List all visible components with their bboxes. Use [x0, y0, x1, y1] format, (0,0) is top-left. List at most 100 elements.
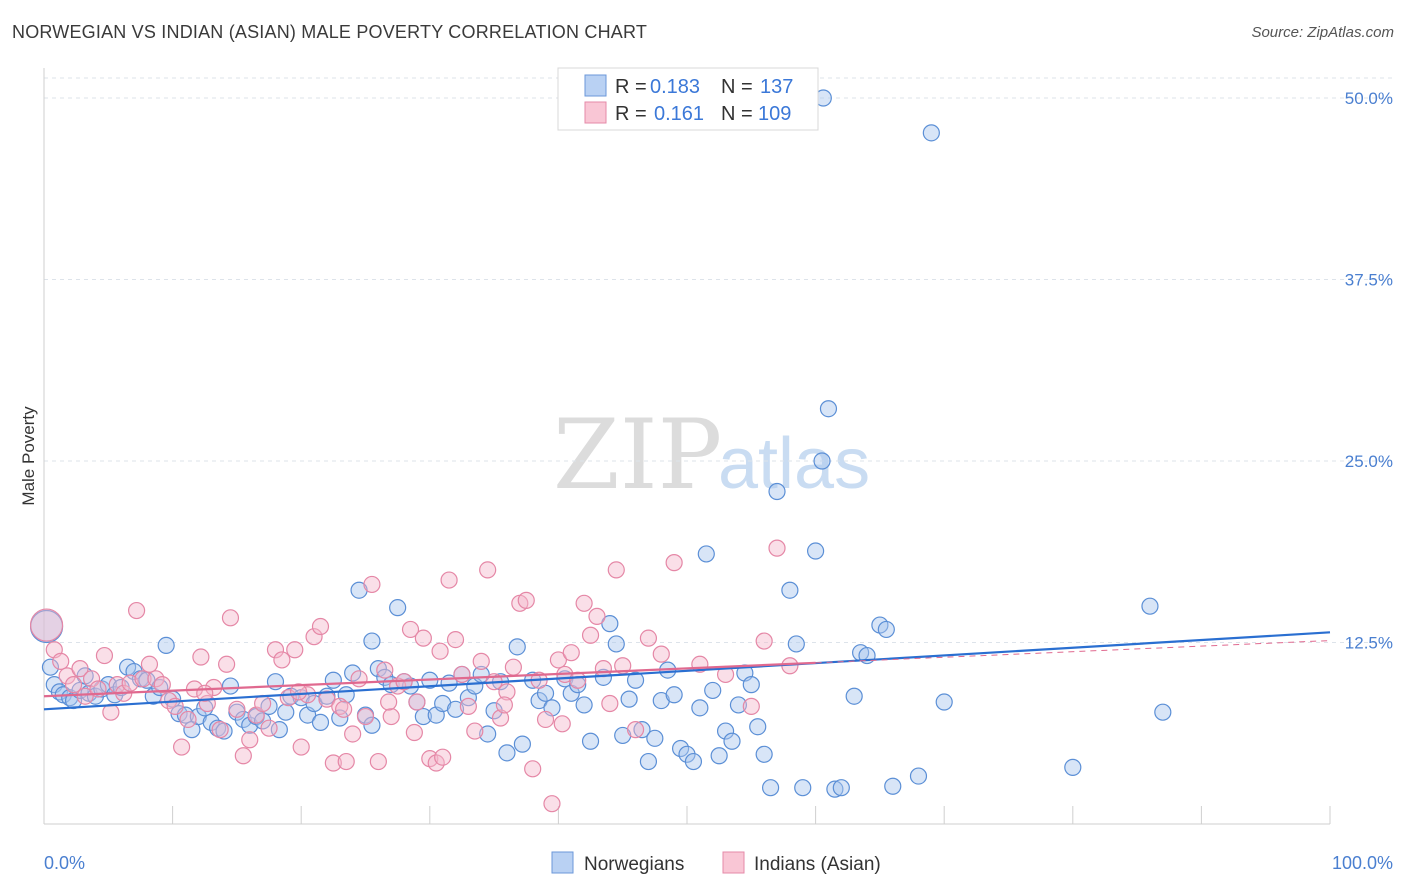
norwegians-point	[498, 744, 516, 762]
indians-asian-point	[755, 632, 773, 650]
indians-asian-point	[639, 629, 658, 647]
norwegians-point	[909, 767, 928, 785]
indians-asian-point	[742, 697, 760, 715]
indians-asian-point	[292, 738, 310, 756]
indians-asian-point	[768, 539, 786, 557]
indians-asian-point	[363, 575, 381, 594]
norwegians-point	[1154, 703, 1172, 721]
indians-asian-point	[414, 629, 432, 647]
indians-asian-point	[318, 690, 336, 708]
indians-asian-point	[179, 710, 197, 729]
indians-asian-point	[405, 723, 423, 742]
norwegians-point	[729, 696, 748, 714]
chart-source: Source: ZipAtlas.com	[1251, 24, 1394, 41]
norwegians-point	[742, 676, 760, 694]
indians-asian-point	[350, 670, 368, 688]
indians-asian-point	[427, 754, 445, 772]
indians-asian-point	[382, 707, 400, 726]
indians-asian-point	[472, 652, 490, 670]
y-axis-label: Male Poverty	[19, 406, 38, 506]
indians-asian-point	[286, 641, 304, 659]
series-indians-asian	[29, 539, 799, 813]
norwegians-point	[221, 677, 240, 695]
indians-asian-point	[553, 715, 571, 733]
indians-asian-point	[524, 760, 542, 778]
indians-asian-point	[221, 609, 240, 627]
indians-asian-point	[440, 571, 458, 589]
indians-asian-point	[335, 700, 353, 718]
indians-asian-point	[543, 795, 561, 813]
indians-asian-point	[134, 670, 152, 688]
norwegians-point	[620, 690, 638, 708]
norwegians-point	[363, 716, 381, 734]
legend-r-label-norwegians: R =	[615, 76, 647, 98]
legend-swatch-norwegians	[584, 74, 607, 97]
indians-asian-point	[479, 561, 497, 579]
indians-asian-point	[121, 674, 139, 692]
indians-asian-point	[588, 607, 606, 625]
bottom-legend-swatch-indians-asian	[722, 851, 745, 874]
norwegians-point	[704, 681, 722, 700]
grid-lines	[44, 77, 1392, 643]
indians-asian-point	[517, 591, 535, 609]
indians-asian-point	[431, 642, 449, 660]
indians-asian-point	[408, 693, 426, 711]
norwegians-point	[41, 658, 60, 676]
norwegians-point	[626, 671, 645, 689]
indians-asian-point	[504, 658, 522, 676]
indians-asian-point	[446, 630, 465, 649]
indians-asian-point	[305, 628, 323, 646]
norwegians-point	[716, 722, 735, 740]
indians-asian-point	[337, 752, 355, 771]
indians-asian-point	[495, 696, 513, 714]
indians-asian-point	[549, 651, 568, 669]
norwegians-point	[305, 694, 323, 713]
y-tick-label-3: 50.0%	[1345, 89, 1393, 108]
indians-asian-point	[536, 710, 555, 729]
bottom-legend-indians-asian: Indians (Asian)	[754, 854, 881, 875]
indians-asian-point	[58, 667, 76, 685]
indians-asian-point	[311, 617, 330, 636]
indians-asian-point	[434, 748, 452, 766]
legend-n-label-norwegians: N =	[721, 76, 753, 98]
indians-asian-point	[147, 670, 165, 688]
norwegians-point	[479, 725, 497, 743]
norwegians-point	[324, 671, 342, 689]
norwegians-point	[607, 635, 625, 653]
legend-r-value-indians-asian: 0.161	[654, 103, 704, 125]
norwegians-point	[363, 632, 381, 650]
norwegians-point	[414, 707, 432, 726]
norwegians-point	[575, 696, 593, 714]
indians-asian-point	[241, 731, 259, 749]
norwegians-point	[331, 709, 349, 727]
norwegians-point	[787, 635, 805, 653]
indians-asian-point	[569, 671, 587, 689]
indians-asian-point	[254, 694, 272, 713]
norwegians-point	[234, 710, 252, 729]
norwegians-point	[922, 124, 940, 142]
bottom-legend: Norwegians Indians (Asian)	[551, 851, 881, 875]
indians-asian-point	[64, 676, 83, 694]
norwegians-point	[671, 739, 690, 758]
indians-asian-point	[581, 626, 600, 644]
indians-asian-point	[369, 752, 387, 771]
norwegians-point	[202, 713, 220, 731]
indians-asian-point	[273, 651, 291, 669]
norwegians-point	[877, 620, 895, 639]
indians-asian-point	[459, 697, 477, 715]
norwegians-point	[581, 732, 600, 750]
y-tick-label-2: 37.5%	[1345, 271, 1393, 290]
indians-asian-point	[140, 655, 159, 673]
legend-n-value-indians-asian: 109	[758, 103, 791, 125]
trend-lines	[43, 631, 1331, 711]
norwegians-point	[665, 686, 683, 704]
norwegians-point	[601, 615, 619, 633]
norwegians-point	[768, 482, 786, 501]
norwegians-point	[935, 693, 953, 711]
indians-asian-point	[234, 747, 252, 765]
indians-asian-point	[401, 620, 420, 639]
norwegians-point	[884, 777, 902, 795]
bottom-legend-norwegians: Norwegians	[584, 854, 684, 875]
norwegians-point	[806, 542, 825, 560]
